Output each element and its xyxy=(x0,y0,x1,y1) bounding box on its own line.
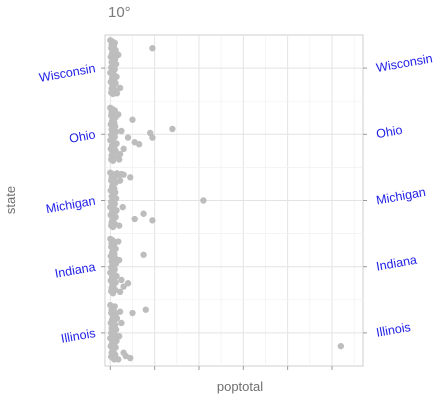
data-point-ohio xyxy=(120,145,127,153)
y-tick-label-indiana: Indiana xyxy=(54,260,97,281)
data-point-ohio xyxy=(169,125,176,133)
data-point-illinois xyxy=(129,309,136,317)
y-tick-label-ohio: Ohio xyxy=(68,127,96,145)
data-point-michigan xyxy=(131,215,138,223)
x-axis-title: poptotal xyxy=(217,379,263,394)
data-point-michigan xyxy=(140,210,147,217)
y-tick-label-right-ohio: Ohio xyxy=(375,123,403,141)
data-point-indiana xyxy=(115,238,122,245)
data-point-illinois xyxy=(127,354,134,362)
y-tick-labels-left: Illinois Indiana Michigan Ohio Wisconsin xyxy=(38,61,97,346)
data-point-illinois xyxy=(116,308,124,315)
data-point-wisconsin xyxy=(149,45,156,52)
y-tick-label-right-illinois: Illinois xyxy=(375,320,412,340)
data-point-michigan xyxy=(200,197,207,204)
data-point-ohio xyxy=(124,134,132,141)
data-point-ohio xyxy=(129,116,136,123)
data-point-wisconsin xyxy=(113,90,121,97)
y-tick-label-illinois: Illinois xyxy=(60,326,97,346)
y-tick-label-right-indiana: Indiana xyxy=(375,253,418,274)
data-point-michigan xyxy=(119,203,126,211)
data-point-illinois xyxy=(115,356,122,363)
data-point-ohio xyxy=(118,127,125,135)
data-point-indiana xyxy=(140,251,147,258)
data-point-wisconsin xyxy=(116,84,124,92)
data-point-indiana xyxy=(109,289,117,297)
data-point-michigan xyxy=(115,222,123,229)
data-point-indiana xyxy=(115,256,123,264)
y-tick-labels-right: Illinois Indiana Michigan Ohio Wisconsin xyxy=(375,51,434,339)
data-point-indiana xyxy=(120,283,127,290)
axis-ticks xyxy=(101,67,367,370)
data-point-michigan xyxy=(149,217,156,224)
data-point-indiana xyxy=(116,288,124,296)
data-point-ohio xyxy=(115,156,123,163)
data-point-illinois xyxy=(115,333,123,340)
y-tick-label-right-michigan: Michigan xyxy=(375,185,427,207)
data-points xyxy=(107,37,345,363)
data-point-ohio xyxy=(135,141,143,148)
data-point-ohio xyxy=(115,111,122,118)
y-tick-label-right-wisconsin: Wisconsin xyxy=(375,51,434,75)
data-point-indiana xyxy=(124,280,132,287)
data-point-illinois xyxy=(142,306,149,313)
data-point-michigan xyxy=(120,171,127,178)
data-point-michigan xyxy=(116,177,124,184)
y-tick-label-wisconsin: Wisconsin xyxy=(38,61,97,85)
y-tick-label-michigan: Michigan xyxy=(45,194,97,216)
data-point-michigan xyxy=(109,223,117,231)
data-point-ohio xyxy=(109,157,117,164)
data-point-indiana xyxy=(118,276,125,284)
data-point-wisconsin xyxy=(115,51,122,59)
chart-title: 10° xyxy=(108,4,131,21)
data-point-illinois xyxy=(118,319,125,327)
data-point-michigan xyxy=(127,174,134,181)
data-point-illinois xyxy=(337,342,345,350)
data-point-ohio xyxy=(149,134,156,141)
data-point-ohio xyxy=(116,150,124,158)
y-axis-title: state xyxy=(3,186,18,214)
